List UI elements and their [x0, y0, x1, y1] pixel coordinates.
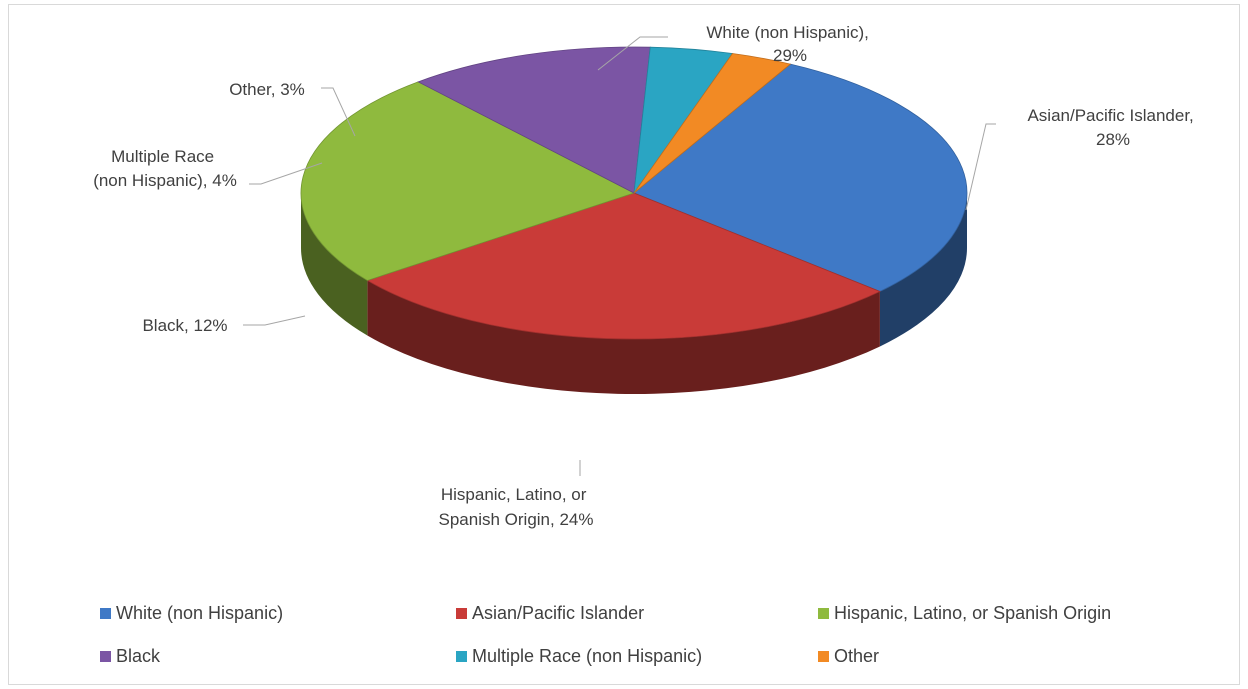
pie-slice-hispanic	[300, 81, 636, 281]
leader-line-other	[321, 87, 356, 137]
pie-slice-other	[633, 53, 792, 194]
legend-swatch-multiple-race	[456, 651, 467, 662]
data-label-multiple-race: Multiple Race (non Hispanic), 4%	[93, 147, 237, 190]
legend-label-multiple-race: Multiple Race (non Hispanic)	[472, 646, 703, 666]
legend-item-black: Black	[100, 646, 160, 667]
leader-line-white	[597, 36, 668, 71]
legend-label-hispanic: Hispanic, Latino, or Spanish Origin	[834, 603, 1112, 623]
legend-swatch-asian-pacific-islander	[456, 608, 467, 619]
legend-swatch-hispanic	[818, 608, 829, 619]
legend-item-multiple-race: Multiple Race (non Hispanic)	[456, 646, 702, 667]
legend-swatch-black	[100, 651, 111, 662]
legend-item-white: White (non Hispanic)	[100, 603, 283, 624]
legend-label-white: White (non Hispanic)	[116, 603, 284, 623]
pie-slice-black	[417, 46, 651, 194]
leader-line-multiple-race	[249, 162, 323, 185]
legend-row-2: Black Multiple Race (non Hispanic) Other	[0, 646, 1248, 672]
data-label-other: Other, 3%	[229, 80, 305, 99]
pie-side-asian-pacific-islander	[367, 280, 880, 395]
pie-slice-asian-pacific-islander	[366, 192, 881, 340]
legend-item-other: Other	[818, 646, 879, 667]
pie-side-white	[879, 193, 967, 347]
data-label-asian-pacific-islander: Asian/Pacific Islander, 28%	[1027, 106, 1198, 149]
pie-slice-white	[633, 63, 968, 292]
pie-side-hispanic	[301, 193, 368, 336]
leader-line-asian-pacific-islander	[965, 123, 996, 211]
pie-side-walls	[301, 193, 967, 395]
legend-item-hispanic: Hispanic, Latino, or Spanish Origin	[818, 603, 1111, 624]
legend-swatch-white	[100, 608, 111, 619]
leader-line-black	[243, 315, 306, 326]
leader-lines	[243, 36, 996, 476]
data-label-hispanic: Hispanic, Latino, or Spanish Origin, 24%	[439, 485, 594, 529]
legend-row-1: White (non Hispanic) Asian/Pacific Islan…	[0, 603, 1248, 629]
legend-item-asian-pacific-islander: Asian/Pacific Islander	[456, 603, 644, 624]
legend-label-black: Black	[116, 646, 161, 666]
data-label-black: Black, 12%	[142, 316, 227, 335]
legend-label-asian-pacific-islander: Asian/Pacific Islander	[472, 603, 645, 623]
legend-swatch-other	[818, 651, 829, 662]
data-label-white: White (non Hispanic), 29%	[706, 23, 873, 65]
pie-top-faces	[300, 46, 968, 340]
legend-label-other: Other	[834, 646, 880, 666]
